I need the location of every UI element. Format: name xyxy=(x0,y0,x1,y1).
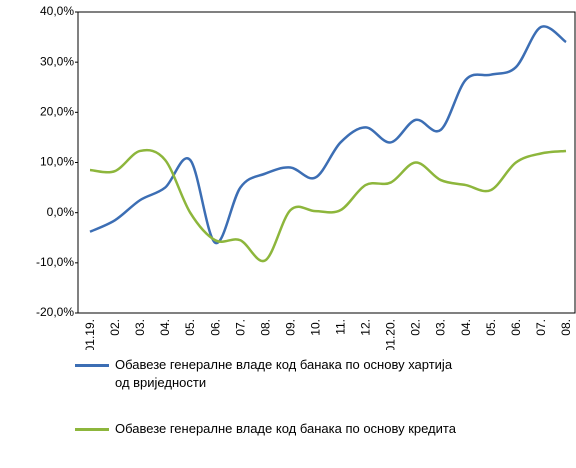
x-tick-label: 04. xyxy=(158,319,172,336)
x-tick-label: 01.20. xyxy=(384,319,398,350)
legend-entry: Обавезе генералне владе код банака по ос… xyxy=(75,420,465,438)
series-line xyxy=(89,148,567,263)
y-tick-label: -20,0% xyxy=(36,305,74,319)
x-tick-label: 09. xyxy=(283,319,297,336)
y-tick-label: 40,0% xyxy=(40,4,74,18)
x-tick-label: 12. xyxy=(359,319,373,336)
legend-swatch xyxy=(75,428,109,431)
legend-entry: Обавезе генералне владе код банака по ос… xyxy=(75,356,465,392)
legend-swatch xyxy=(75,364,109,367)
y-tick-label: 0,0% xyxy=(47,205,75,219)
x-tick-label: 02. xyxy=(409,319,423,336)
x-tick-label: 10. xyxy=(308,319,322,336)
legend-label: Обавезе генералне владе код банака по ос… xyxy=(115,357,453,390)
legend-label: Обавезе генералне владе код банака по ос… xyxy=(115,421,456,436)
x-tick-label: 08. xyxy=(559,319,573,336)
x-tick-label: 01.19. xyxy=(83,319,97,350)
x-tick-label: 08. xyxy=(258,319,272,336)
x-tick-label: 03. xyxy=(434,319,448,336)
y-tick-label: 30,0% xyxy=(40,54,74,68)
x-tick-label: 04. xyxy=(459,319,473,336)
x-tick-label: 05. xyxy=(183,319,197,336)
x-tick-label: 02. xyxy=(108,319,122,336)
chart: -20,0% -10,0% 0,0% 10,0% 20,0% 30,0% 40,0% 01.1… xyxy=(36,4,576,350)
x-tick-label: 11. xyxy=(334,319,348,335)
y-tick-label: 20,0% xyxy=(40,105,74,119)
x-tick-label: 07. xyxy=(534,319,548,336)
y-tick-label: 10,0% xyxy=(40,155,74,169)
y-tick-label: -10,0% xyxy=(36,255,74,269)
series-line xyxy=(89,25,567,245)
x-tick-label: 06. xyxy=(208,319,222,336)
x-tick-label: 07. xyxy=(233,319,247,336)
x-tick-label: 05. xyxy=(484,319,498,336)
x-tick-label: 03. xyxy=(133,319,147,336)
x-tick-label: 06. xyxy=(509,319,523,336)
